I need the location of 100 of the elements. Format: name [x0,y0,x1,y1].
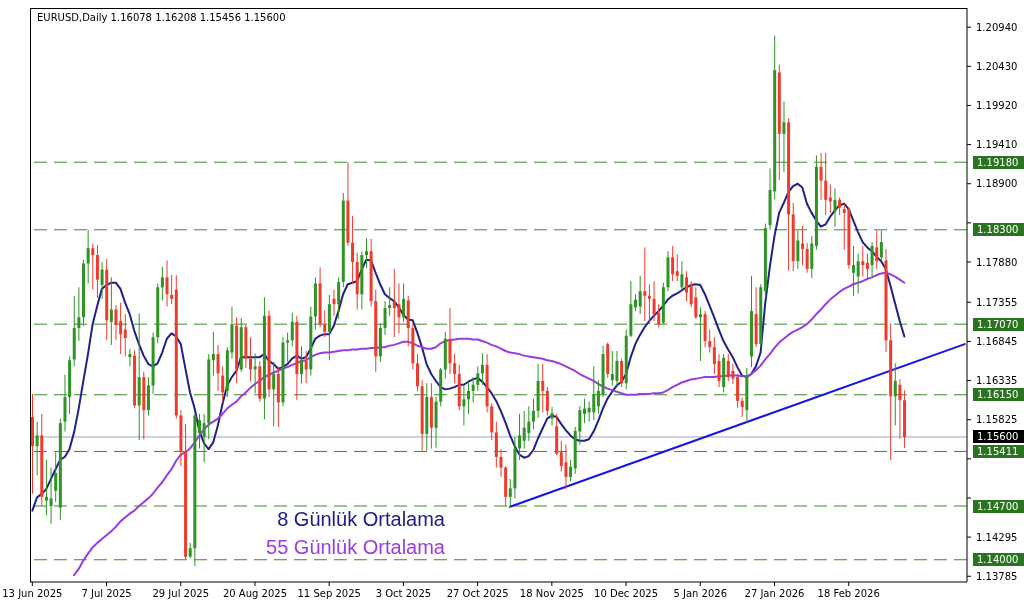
candlestick [351,215,355,284]
y-tick-label: 1.20940 [976,21,1018,33]
candlestick [253,352,257,394]
text: 1.15411 [973,444,1024,458]
x-tick-label: 5 Jan 2026 [673,588,728,599]
candlestick [610,350,614,387]
candlestick [286,332,290,363]
candlestick [290,312,294,347]
x-tick-label: 10 Dec 2025 [594,588,659,599]
y-tick-label: 1.13785 [976,570,1018,582]
candlestick [397,282,401,334]
candlestick [796,230,800,270]
x-tick-label: 3 Oct 2025 [375,588,432,599]
candlestick [712,336,716,375]
candlestick [272,361,276,427]
text: 1.19180 [973,155,1024,169]
candlestick [221,365,225,403]
candlestick [128,348,132,367]
y-tick-label: 1.14295 [976,531,1018,543]
y-tick-label: 1.18900 [976,178,1018,190]
candlestick [323,309,327,338]
candlestick [819,152,823,201]
candlestick [462,384,466,426]
candlestick [211,331,215,377]
candlestick [86,229,90,284]
candlestick [671,245,675,282]
x-tick-label: 29 Jul 2025 [152,588,210,599]
candlestick [736,373,740,409]
candlestick [499,448,503,478]
candlestick [114,304,118,341]
text: 1.14700 [973,499,1024,513]
text: 55 Günlük Ortalama [266,536,445,558]
x-tick-label: 27 Oct 2025 [446,588,509,599]
candlestick [564,444,568,490]
candlestick [160,266,164,301]
candlestick [77,286,81,342]
text: 1.17070 [973,317,1024,331]
y-tick-label: 1.17880 [976,256,1018,268]
candlestick [680,260,684,292]
candlestick [467,381,471,415]
candlestick [508,478,512,508]
candlestick [165,259,169,308]
text: 8 Günlük Ortalama [277,508,445,530]
candlestick [522,410,526,449]
candlestick [861,245,865,278]
text: 1.18300 [973,223,1024,237]
candlestick [337,276,341,320]
text: 1.16150 [973,388,1024,402]
x-tick-label: 20 Aug 2025 [222,588,287,599]
candlestick [416,353,420,392]
candlestick [388,286,392,317]
candlestick [569,459,573,482]
candlestick [879,230,883,262]
candlestick [518,413,522,461]
candlestick [782,101,786,173]
candlestick [304,350,308,384]
candlestick [824,152,828,216]
candlestick [364,237,368,269]
candlestick [119,302,123,355]
candlestick [694,286,698,320]
candlestick [392,268,396,338]
candlestick [123,313,127,357]
candlestick [865,253,869,281]
candlestick [685,270,689,302]
candlestick [383,300,387,336]
candlestick [801,225,805,266]
candlestick [833,187,837,228]
candlestick [49,467,53,525]
candlestick [54,451,58,503]
candlestick [717,353,721,388]
candlestick [527,405,531,442]
candlestick [476,365,480,392]
candlestick [332,289,336,317]
candlestick [708,329,712,354]
candlestick [541,363,545,413]
candlestick [170,274,174,305]
y-tick-label: 1.15825 [976,414,1018,426]
candlestick [249,336,253,382]
candlestick [44,459,48,516]
candlestick [402,282,406,323]
candlestick [726,353,730,382]
x-tick-label: 18 Feb 2026 [817,588,880,599]
candlestick [480,352,484,386]
candlestick [875,230,879,270]
candlestick [583,398,586,424]
candlestick [675,253,679,282]
y-tick-label: 1.17355 [976,296,1018,308]
candlestick [638,275,642,315]
candlestick [805,242,809,274]
x-tick-label: 27 Jan 2026 [744,588,805,599]
x-tick-label: 7 Jul 2025 [81,588,132,599]
candlestick [91,243,95,291]
candlestick [615,350,619,388]
candlestick [592,365,596,421]
candlestick [471,376,475,403]
candlestick [35,421,39,476]
candlestick [545,386,549,416]
line-series [31,182,906,512]
candlestick [453,353,457,384]
candlestick [216,344,220,392]
